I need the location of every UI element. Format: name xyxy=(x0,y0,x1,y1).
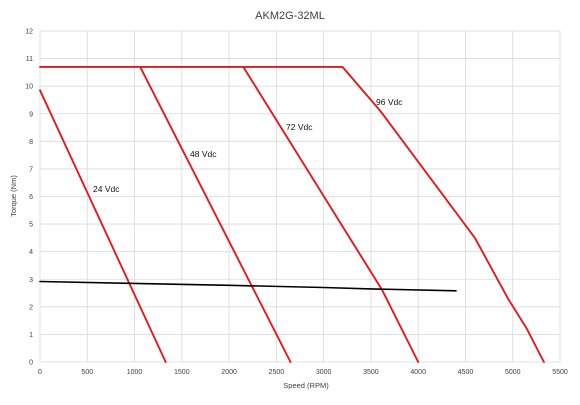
x-tick-label: 2500 xyxy=(269,369,285,376)
series-label-96-vdc: 96 Vdc xyxy=(376,97,403,107)
series-line-96-vdc xyxy=(242,65,545,363)
x-tick-label: 3500 xyxy=(363,369,379,376)
series-line-24-vdc xyxy=(39,89,167,363)
load-line xyxy=(39,280,457,292)
chart-title: AKM2G-32ML xyxy=(255,10,325,22)
x-tick-label: 5500 xyxy=(552,369,568,376)
x-axis-label: Speed (RPM) xyxy=(283,381,329,390)
series-layer xyxy=(39,65,545,363)
y-tick-label: 8 xyxy=(29,139,33,146)
y-tick-label: 11 xyxy=(26,56,33,63)
y-tick-label: 7 xyxy=(29,166,33,173)
y-tick-label: 9 xyxy=(29,111,33,118)
series-label-72-vdc: 72 Vdc xyxy=(286,122,313,132)
x-tick-label: 4000 xyxy=(410,369,426,376)
y-tick-label: 2 xyxy=(29,304,33,311)
x-tick-label: 5000 xyxy=(505,369,521,376)
series-label-24-vdc: 24 Vdc xyxy=(93,184,120,194)
x-tick-label: 1500 xyxy=(174,369,190,376)
y-tick-label: 5 xyxy=(29,222,33,229)
x-tick-label: 4500 xyxy=(458,369,474,376)
y-tick-label: 1 xyxy=(29,332,33,339)
y-tick-label: 0 xyxy=(29,360,33,367)
y-axis-label: Torque (Nm) xyxy=(9,175,18,217)
series-label-48-vdc: 48 Vdc xyxy=(190,149,217,159)
grid-layer xyxy=(39,30,561,363)
x-tick-label: 1000 xyxy=(127,369,143,376)
series-line-72-vdc xyxy=(139,65,420,363)
y-tick-label: 4 xyxy=(29,249,33,256)
x-tick-label: 500 xyxy=(81,369,93,376)
y-tick-label: 10 xyxy=(25,84,33,91)
series-label-layer: 24 Vdc 48 Vdc 72 Vdc 96 Vdc xyxy=(93,97,403,194)
y-tick-label: 3 xyxy=(29,277,33,284)
y-tick-label: 12 xyxy=(25,29,33,36)
x-tick-label: 2000 xyxy=(221,369,237,376)
y-tick-label: 6 xyxy=(29,194,33,201)
x-tick-label: 3000 xyxy=(316,369,332,376)
x-tick-label: 0 xyxy=(38,369,42,376)
